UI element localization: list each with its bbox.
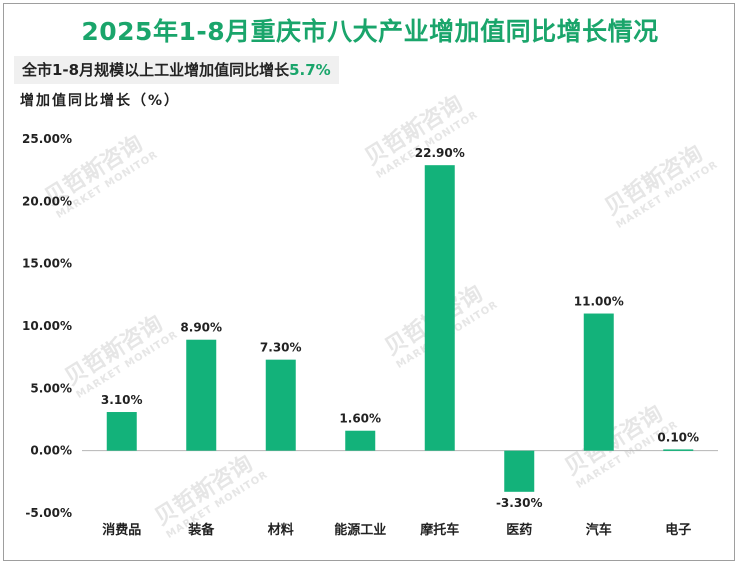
category-label: 能源工业 <box>334 522 386 538</box>
y-tick-label: -5.00% <box>25 506 72 520</box>
data-label: 1.60% <box>339 412 381 426</box>
y-tick-label: 20.00% <box>22 194 72 208</box>
y-tick-label: 25.00% <box>22 132 72 146</box>
data-label: 0.10% <box>657 430 699 444</box>
bar <box>663 449 694 451</box>
bar <box>106 412 137 451</box>
data-label: -3.30% <box>496 496 543 510</box>
y-tick-label: 0.00% <box>30 444 72 458</box>
subtitle-value: 5.7% <box>289 61 331 79</box>
bar <box>583 313 614 451</box>
y-tick-label: 5.00% <box>30 381 72 395</box>
category-label: 摩托车 <box>420 522 459 538</box>
bar <box>424 165 455 451</box>
category-label: 电子 <box>665 522 691 538</box>
data-label: 7.30% <box>260 341 302 355</box>
data-label: 22.90% <box>415 146 465 160</box>
data-label: 11.00% <box>574 295 624 309</box>
chart-title: 2025年1-8月重庆市八大产业增加值同比增长情况 <box>81 17 659 46</box>
data-label: 3.10% <box>101 393 143 407</box>
chart-subtitle: 全市1-8月规模以上工业增加值同比增长5.7% <box>14 56 339 84</box>
category-label: 装备 <box>187 522 215 538</box>
category-label: 材料 <box>268 522 294 538</box>
category-label: 医药 <box>506 522 532 538</box>
bar <box>186 339 217 451</box>
bar <box>265 359 296 451</box>
y-axis-label: 增加值同比增长（%） <box>20 93 181 109</box>
y-tick-label: 10.00% <box>22 319 72 333</box>
bar <box>345 430 376 451</box>
bar <box>504 450 535 492</box>
subtitle-text: 全市1-8月规模以上工业增加值同比增长 <box>22 61 290 79</box>
y-tick-label: 15.00% <box>22 257 72 271</box>
category-label: 汽车 <box>586 522 612 538</box>
data-label: 8.90% <box>180 321 222 335</box>
category-label: 消费品 <box>102 522 141 538</box>
chart-frame <box>3 3 735 561</box>
